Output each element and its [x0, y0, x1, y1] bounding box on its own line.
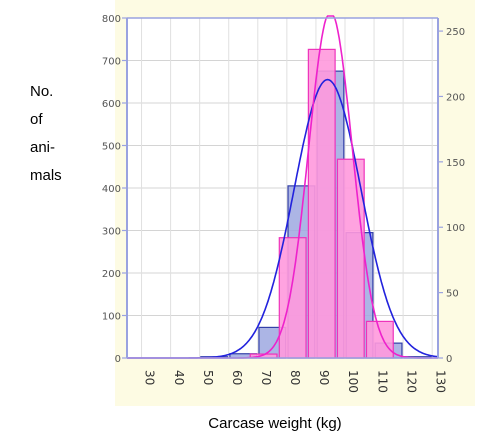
x-tick-label: 50: [201, 370, 215, 385]
left-tick-label: 400: [102, 184, 121, 195]
x-tick-label: 90: [317, 370, 331, 385]
tick-labels: 0 100 200 300 400 500 600 700 800 0 50 100 150 200 250…: [102, 14, 465, 393]
left-tick-label: 800: [102, 14, 121, 25]
right-tick-label: 150: [446, 158, 465, 169]
left-tick-label: 500: [102, 142, 121, 153]
y-axis-label: No. of ani- mals: [30, 78, 70, 190]
left-tick-label: 100: [102, 312, 121, 323]
x-tick-label: 130: [433, 370, 447, 393]
right-tick-label: 0: [446, 354, 452, 365]
right-tick-label: 200: [446, 92, 465, 103]
y-axis-label-line: No.: [30, 83, 54, 100]
left-tick-label: 200: [102, 269, 121, 280]
x-tick-label: 40: [172, 370, 186, 385]
bar: [307, 48, 336, 359]
x-tick-label: 60: [230, 370, 244, 385]
x-tick-label: 120: [404, 370, 418, 393]
x-tick-label: 100: [346, 370, 360, 393]
left-tick-label: 0: [115, 354, 121, 365]
left-tick-label: 700: [102, 57, 121, 68]
y-axis-label-line: ani-: [30, 139, 56, 156]
bar: [278, 237, 307, 359]
x-tick-label: 110: [375, 370, 389, 393]
right-tick-label: 250: [446, 27, 465, 38]
y-axis-label-line: mals: [30, 167, 62, 184]
left-tick-label: 600: [102, 99, 121, 110]
right-tick-label: 100: [446, 223, 465, 234]
x-tick-label: 70: [259, 370, 273, 385]
x-axis-label: Carcase weight (kg): [208, 415, 342, 432]
bar: [365, 320, 394, 359]
right-tick-label: 50: [446, 289, 459, 300]
axes: [122, 17, 443, 359]
left-tick-label: 300: [102, 227, 121, 238]
x-tick-label: 80: [288, 370, 302, 385]
x-tick-label: 30: [143, 370, 157, 385]
y-axis-label-line: of: [30, 111, 43, 128]
bars-series-2: [249, 48, 394, 359]
